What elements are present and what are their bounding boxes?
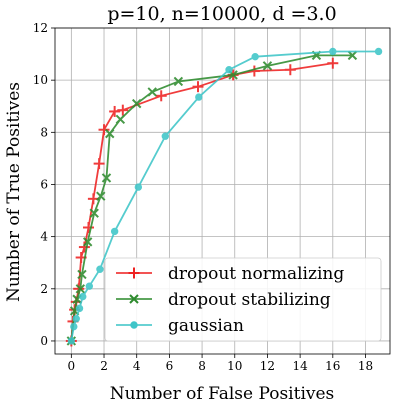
data-point: [195, 93, 203, 101]
legend-label: dropout stabilizing: [168, 290, 331, 310]
data-point: [83, 222, 94, 234]
x-tick-label: 14: [292, 359, 308, 373]
data-point: [192, 81, 204, 93]
data-point: [105, 128, 115, 139]
y-tick-label: 12: [33, 21, 48, 35]
data-point: [155, 90, 167, 102]
data-point: [98, 124, 110, 136]
data-point: [173, 76, 184, 87]
data-point: [161, 132, 170, 140]
x-tick-label: 2: [100, 359, 108, 373]
y-tick-label: 10: [33, 73, 48, 87]
data-point: [78, 241, 90, 253]
data-point: [85, 282, 94, 290]
x-tick-label: 0: [68, 359, 76, 373]
data-point: [67, 337, 76, 345]
legend-marker: [128, 267, 140, 279]
legend-label: dropout normalizing: [168, 264, 344, 284]
data-point: [93, 158, 105, 170]
legend: dropout normalizing dropout stabilizing ga…: [104, 257, 382, 342]
x-tick-label: 8: [198, 359, 206, 373]
plot-frame: [54, 27, 391, 355]
data-point: [374, 47, 383, 56]
data-point: [109, 105, 121, 117]
x-tick-label: 4: [133, 359, 141, 373]
legend-items: dropout normalizing dropout stabilizing ga…: [116, 264, 344, 336]
y-tick-label: 4: [40, 230, 48, 244]
data-point: [115, 114, 126, 124]
data-point: [134, 183, 143, 191]
y-tick-label: 6: [40, 177, 48, 191]
x-axis-label: Number of False Positives: [110, 384, 335, 400]
data-point: [96, 265, 104, 273]
series-dropout-stabilizing: [66, 50, 358, 346]
data-point: [132, 98, 142, 109]
x-tick-label: 12: [260, 359, 275, 373]
data-point: [101, 173, 112, 183]
data-point: [327, 57, 339, 69]
chart-title: p=10, n=10000, d =3.0: [107, 3, 336, 25]
legend-entry: dropout stabilizing: [116, 290, 331, 310]
data-point: [347, 50, 358, 61]
data-point: [147, 87, 157, 97]
x-tick-label: 6: [166, 359, 174, 373]
ticks: 0 2 4 6 8 10 12 14 16 18 0 2 4 6 8 10 12: [33, 21, 373, 373]
data-point: [70, 322, 78, 331]
data-point: [251, 52, 259, 61]
legend-marker: [129, 294, 139, 304]
data-point: [79, 292, 87, 301]
data-point: [329, 47, 337, 56]
data-point: [117, 104, 129, 116]
data-point: [72, 315, 80, 323]
data-point: [77, 269, 87, 280]
y-tick-label: 8: [40, 125, 48, 139]
data-point: [75, 304, 84, 313]
data-point: [75, 284, 86, 294]
y-tick-label: 0: [40, 334, 48, 348]
legend-marker: [130, 321, 138, 329]
x-tick-label: 18: [358, 359, 373, 373]
legend-box: [104, 257, 382, 342]
y-axis-label: Number of True Positives: [4, 82, 24, 302]
data-point: [96, 191, 106, 201]
data-point: [284, 64, 296, 76]
y-tick-label: 2: [40, 282, 48, 296]
data-point: [262, 61, 273, 71]
data-point: [225, 66, 233, 74]
series-layer: [65, 47, 383, 347]
legend-label: gaussian: [168, 316, 244, 336]
x-tick-label: 10: [227, 359, 242, 373]
x-tick-label: 16: [325, 359, 340, 373]
data-point: [89, 208, 99, 218]
data-point: [110, 227, 119, 236]
legend-entry: dropout normalizing: [116, 264, 344, 284]
data-point: [82, 237, 93, 247]
legend-entry: gaussian: [116, 316, 244, 336]
series-gaussian: [67, 47, 383, 345]
